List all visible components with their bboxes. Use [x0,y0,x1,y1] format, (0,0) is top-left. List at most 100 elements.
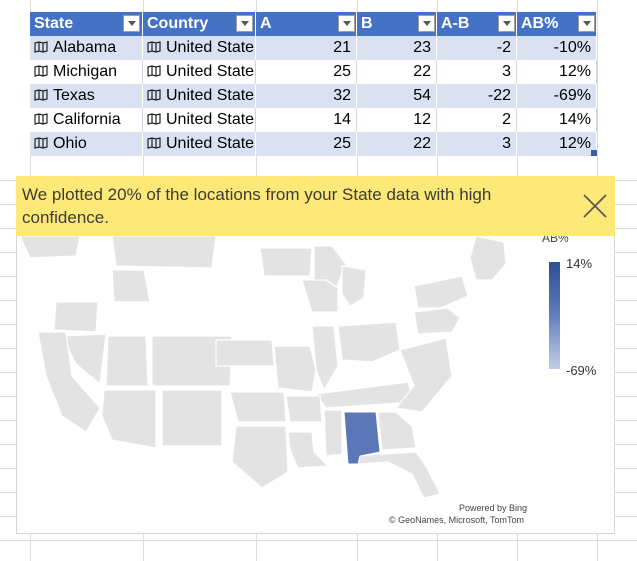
header-label: Country [147,15,209,32]
header-a[interactable]: A [256,12,357,36]
map-region-colorado [151,335,233,387]
country-name: United State [166,39,255,56]
state-name: Texas [53,87,95,104]
a-minus-b-cell[interactable]: -2 [437,36,517,60]
map-region-texas [231,425,289,489]
filter-dropdown-icon[interactable] [123,15,140,32]
filter-dropdown-icon[interactable] [236,15,253,32]
ab-percent-cell[interactable]: 14% [517,108,597,132]
geography-map-icon [147,137,161,149]
header-label: State [34,15,74,32]
header-a-minus-b[interactable]: A-B [437,12,517,36]
a-minus-b-cell[interactable]: 2 [437,108,517,132]
ab-percent-cell[interactable]: 12% [517,60,597,84]
header-country[interactable]: Country [143,12,256,36]
map-region-oklahoma [229,391,287,423]
header-ab-percent[interactable]: AB% [517,12,597,36]
ab-percent-cell[interactable]: -69% [517,84,597,108]
filter-dropdown-icon[interactable] [418,15,435,32]
header-label: AB% [521,15,559,32]
map-region-virginia-carolinas [394,337,453,413]
notification-banner: We plotted 20% of the locations from you… [16,176,615,236]
header-label: B [361,15,373,32]
table-row[interactable]: Ohio United State 25 22 3 12% [30,132,597,156]
filter-dropdown-icon[interactable] [578,15,595,32]
a-cell[interactable]: 14 [256,108,357,132]
country-name: United State [166,111,255,128]
ab-percent-cell[interactable]: -10% [517,36,597,60]
map-region-montana [111,236,217,269]
map-region-pennsylvania [413,307,461,335]
map-region-arkansas [285,395,323,423]
map-region-new-mexico [161,389,223,447]
map-region-louisiana [287,431,330,469]
a-cell[interactable]: 32 [256,84,357,108]
country-cell[interactable]: United State [143,108,256,132]
bing-credit: Powered by Bing [459,503,528,513]
b-cell[interactable]: 23 [357,36,437,60]
geography-map-icon [34,89,48,101]
state-cell[interactable]: California [30,108,143,132]
map-region-california [37,331,101,433]
state-cell[interactable]: Michigan [30,60,143,84]
state-name: Ohio [53,135,87,152]
b-cell[interactable]: 22 [357,60,437,84]
a-minus-b-cell[interactable]: -22 [437,84,517,108]
header-state[interactable]: State [30,12,143,36]
state-name: Michigan [53,63,118,80]
state-cell[interactable]: Texas [30,84,143,108]
ab-percent-cell[interactable]: 12% [517,132,597,156]
geography-map-icon [147,89,161,101]
state-cell[interactable]: Ohio [30,132,143,156]
map-region-florida [351,451,441,498]
a-minus-b-cell[interactable]: 3 [437,60,517,84]
table-row[interactable]: Michigan United State 25 22 3 12% [30,60,597,84]
table-row[interactable]: Alabama United State 21 23 -2 -10% [30,36,597,60]
table-row[interactable]: California United State 14 12 2 14% [30,108,597,132]
map-region-missouri [273,345,317,393]
map-region-oregon [53,301,99,333]
filter-dropdown-icon[interactable] [498,15,515,32]
a-cell[interactable]: 21 [256,36,357,60]
geography-map-icon [34,137,48,149]
country-cell[interactable]: United State [143,36,256,60]
close-icon[interactable] [581,192,609,220]
map-region-mississippi [323,409,343,457]
map-region-nebraska [215,339,275,367]
country-cell[interactable]: United State [143,60,256,84]
a-cell[interactable]: 25 [256,60,357,84]
geography-map-icon [34,65,48,77]
a-minus-b-cell[interactable]: 3 [437,132,517,156]
country-name: United State [166,135,255,152]
geography-map-icon [34,41,48,53]
map-region-new-england [469,236,507,281]
map-region-michigan [341,265,367,307]
b-cell[interactable]: 12 [357,108,437,132]
country-name: United State [166,87,255,104]
map-region-nevada [61,333,107,386]
map-region-north-dakota [259,247,313,277]
a-cell[interactable]: 25 [256,132,357,156]
map-region-idaho [111,269,151,303]
state-cell[interactable]: Alabama [30,36,143,60]
map-region-illinois [311,325,339,392]
table-row[interactable]: Texas United State 32 54 -22 -69% [30,84,597,108]
country-name: United State [166,63,255,80]
legend-color-scale [549,262,560,369]
geography-map-icon [147,41,161,53]
map-region-utah [105,335,149,387]
table-header-row: State Country A B A-B AB% [30,12,597,36]
geography-map-icon [147,65,161,77]
map-region-washington [19,236,81,259]
header-label: A-B [441,15,470,32]
b-cell[interactable]: 22 [357,132,437,156]
filter-dropdown-icon[interactable] [338,15,355,32]
header-b[interactable]: B [357,12,437,36]
country-cell[interactable]: United State [143,84,256,108]
geography-map-icon [34,113,48,125]
geography-map-icon [147,113,161,125]
b-cell[interactable]: 54 [357,84,437,108]
table-resize-handle[interactable] [591,150,597,156]
map-region-wisconsin [301,279,339,313]
country-cell[interactable]: United State [143,132,256,156]
